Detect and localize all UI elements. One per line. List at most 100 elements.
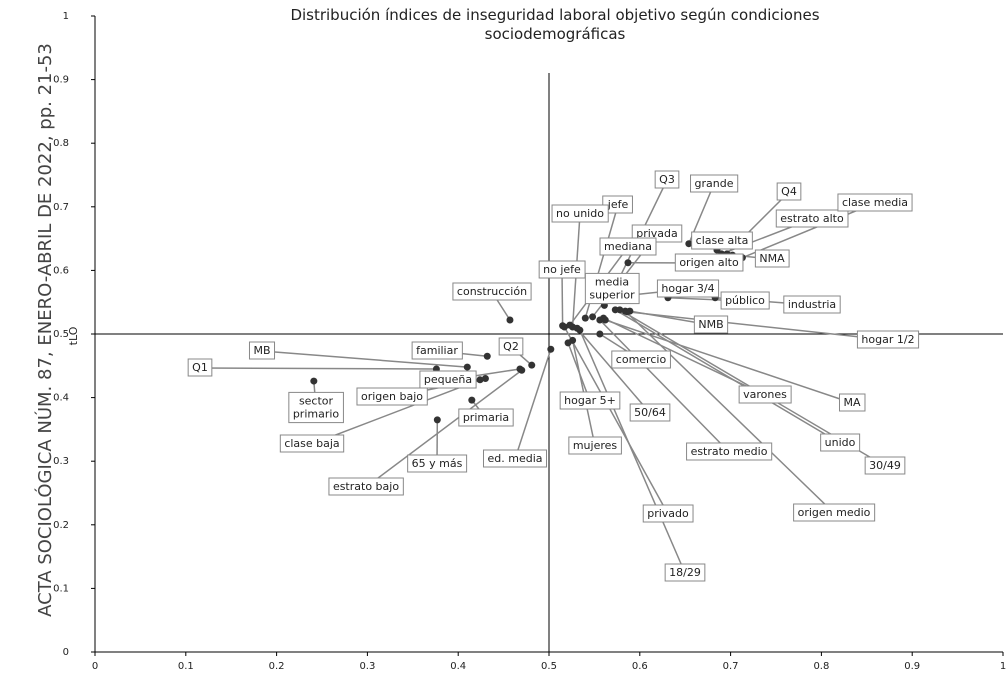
leader-line xyxy=(261,350,468,368)
point-label: unido xyxy=(825,436,856,449)
leader-line xyxy=(605,319,853,404)
label-box xyxy=(656,279,720,298)
point xyxy=(601,316,609,324)
leader-line xyxy=(624,310,835,514)
x-tick-label: 0.7 xyxy=(723,661,739,672)
label-box xyxy=(279,434,345,453)
leader-line xyxy=(563,326,669,515)
label-box xyxy=(642,504,694,523)
point-label: clase alta xyxy=(696,234,749,247)
label-box xyxy=(356,387,428,406)
point xyxy=(518,366,526,374)
point xyxy=(626,307,634,315)
label-box xyxy=(691,231,753,250)
label-box xyxy=(793,503,876,522)
label-box xyxy=(838,393,866,412)
y-tick-label: 0.6 xyxy=(53,265,69,276)
label-box xyxy=(856,330,920,349)
label-box xyxy=(411,341,463,360)
point-label: origen bajo xyxy=(361,390,423,403)
point xyxy=(310,377,318,385)
x-tick-label: 0 xyxy=(92,661,98,672)
y-tick-label: 0.5 xyxy=(53,329,69,340)
y-tick-label: 0.8 xyxy=(53,138,69,149)
label-box xyxy=(864,456,906,475)
x-tick-label: 0.8 xyxy=(813,661,829,672)
point-label: clase media xyxy=(842,196,908,209)
label-box xyxy=(654,170,680,189)
point xyxy=(576,326,584,334)
leader-line xyxy=(579,329,686,574)
label-box xyxy=(629,403,671,422)
label-box xyxy=(568,436,622,455)
leader-line xyxy=(365,369,523,488)
y-tick-label: 0 xyxy=(63,647,69,658)
point-label: MB xyxy=(253,344,270,357)
point xyxy=(581,314,589,322)
label-box xyxy=(599,237,657,256)
x-tick-label: 0.2 xyxy=(269,661,285,672)
label-box xyxy=(419,370,477,389)
point xyxy=(483,352,491,360)
point xyxy=(506,316,514,324)
point-label: estrato medio xyxy=(691,445,768,458)
x-tick-label: 0.3 xyxy=(359,661,375,672)
label-box xyxy=(551,204,609,223)
point xyxy=(468,396,476,404)
x-tick-label: 0.1 xyxy=(178,661,194,672)
label-box xyxy=(611,350,671,369)
point-label: Q3 xyxy=(659,173,675,186)
leader-line xyxy=(614,309,841,444)
leader-line xyxy=(627,310,889,341)
label-box xyxy=(559,391,621,410)
point-label: mediana xyxy=(604,240,652,253)
point-label: grande xyxy=(695,177,734,190)
label-box xyxy=(738,385,792,404)
x-tick-label: 0.4 xyxy=(450,661,466,672)
point xyxy=(589,313,597,321)
point xyxy=(481,375,489,383)
point-label: Q4 xyxy=(781,185,797,198)
point-label: sector primario xyxy=(293,394,340,420)
label-box xyxy=(187,358,213,377)
point xyxy=(476,376,484,384)
point-label: NMB xyxy=(698,318,723,331)
point-label: origen alto xyxy=(679,256,739,269)
label-box xyxy=(538,260,586,279)
label-box xyxy=(328,477,404,496)
points xyxy=(310,240,746,424)
leader-line xyxy=(311,379,481,445)
label-box xyxy=(498,337,524,356)
point xyxy=(463,363,471,371)
point xyxy=(596,330,604,338)
point-label: mujeres xyxy=(573,439,618,452)
point-label: media superior xyxy=(589,275,635,301)
y-tick-label: 0.1 xyxy=(53,583,69,594)
point-label: estrato bajo xyxy=(333,480,399,493)
point-label: clase baja xyxy=(284,437,339,450)
point-label: industria xyxy=(788,298,836,311)
x-tick-label: 1 xyxy=(1000,661,1006,672)
label-box xyxy=(288,391,344,424)
point-label: público xyxy=(725,294,765,307)
label-box xyxy=(690,174,739,193)
label-box xyxy=(776,182,802,201)
label-box xyxy=(452,282,532,301)
y-tick-label: 0.4 xyxy=(53,393,69,404)
point-label: 65 y más xyxy=(412,457,463,470)
leader-line xyxy=(514,349,552,460)
y-tick-label: 0.9 xyxy=(53,75,69,86)
labels: Q1 MB familiar Q2 pequeña sector primario orige… xyxy=(187,170,920,582)
point xyxy=(569,336,577,344)
leader-lines xyxy=(199,179,889,574)
y-tick-label: 0.2 xyxy=(53,520,69,531)
point-label: varones xyxy=(743,388,787,401)
x-tick-label: 0.5 xyxy=(541,661,557,672)
point-label: 50/64 xyxy=(634,406,666,419)
label-box xyxy=(686,442,773,461)
point-label: ed. media xyxy=(487,452,542,465)
point-label: pequeña xyxy=(424,373,472,386)
point xyxy=(433,416,441,424)
point-label: comercio xyxy=(616,353,667,366)
